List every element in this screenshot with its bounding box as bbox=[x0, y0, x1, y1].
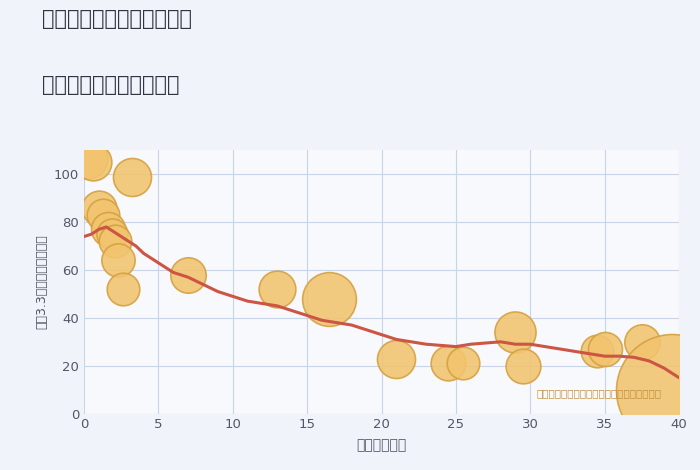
Point bbox=[636, 338, 648, 345]
Point bbox=[102, 226, 113, 233]
Point bbox=[324, 295, 335, 303]
Point bbox=[88, 158, 99, 166]
Point bbox=[666, 386, 677, 393]
Point bbox=[98, 211, 109, 219]
Text: 円の大きさは、取引のあった物件面積を示す: 円の大きさは、取引のあった物件面積を示す bbox=[536, 388, 661, 398]
Point bbox=[599, 345, 610, 353]
Point bbox=[592, 348, 603, 355]
Point bbox=[517, 362, 528, 369]
Point bbox=[106, 230, 118, 238]
Point bbox=[391, 355, 402, 362]
Point bbox=[510, 329, 521, 336]
Point bbox=[443, 360, 454, 367]
Point bbox=[81, 154, 92, 161]
Text: 築年数別中古戸建て価格: 築年数別中古戸建て価格 bbox=[42, 75, 179, 95]
Point bbox=[117, 285, 128, 293]
Point bbox=[272, 285, 283, 293]
Point bbox=[110, 237, 121, 245]
Text: 兵庫県高砂市荒井町扇町の: 兵庫県高砂市荒井町扇町の bbox=[42, 9, 192, 30]
Point bbox=[183, 271, 194, 279]
Point bbox=[113, 257, 124, 264]
X-axis label: 築年数（年）: 築年数（年） bbox=[356, 439, 407, 453]
Point bbox=[458, 360, 469, 367]
Point bbox=[93, 204, 104, 212]
Point bbox=[126, 173, 137, 180]
Y-axis label: 坪（3.3㎡）単価（万円）: 坪（3.3㎡）単価（万円） bbox=[35, 235, 48, 329]
